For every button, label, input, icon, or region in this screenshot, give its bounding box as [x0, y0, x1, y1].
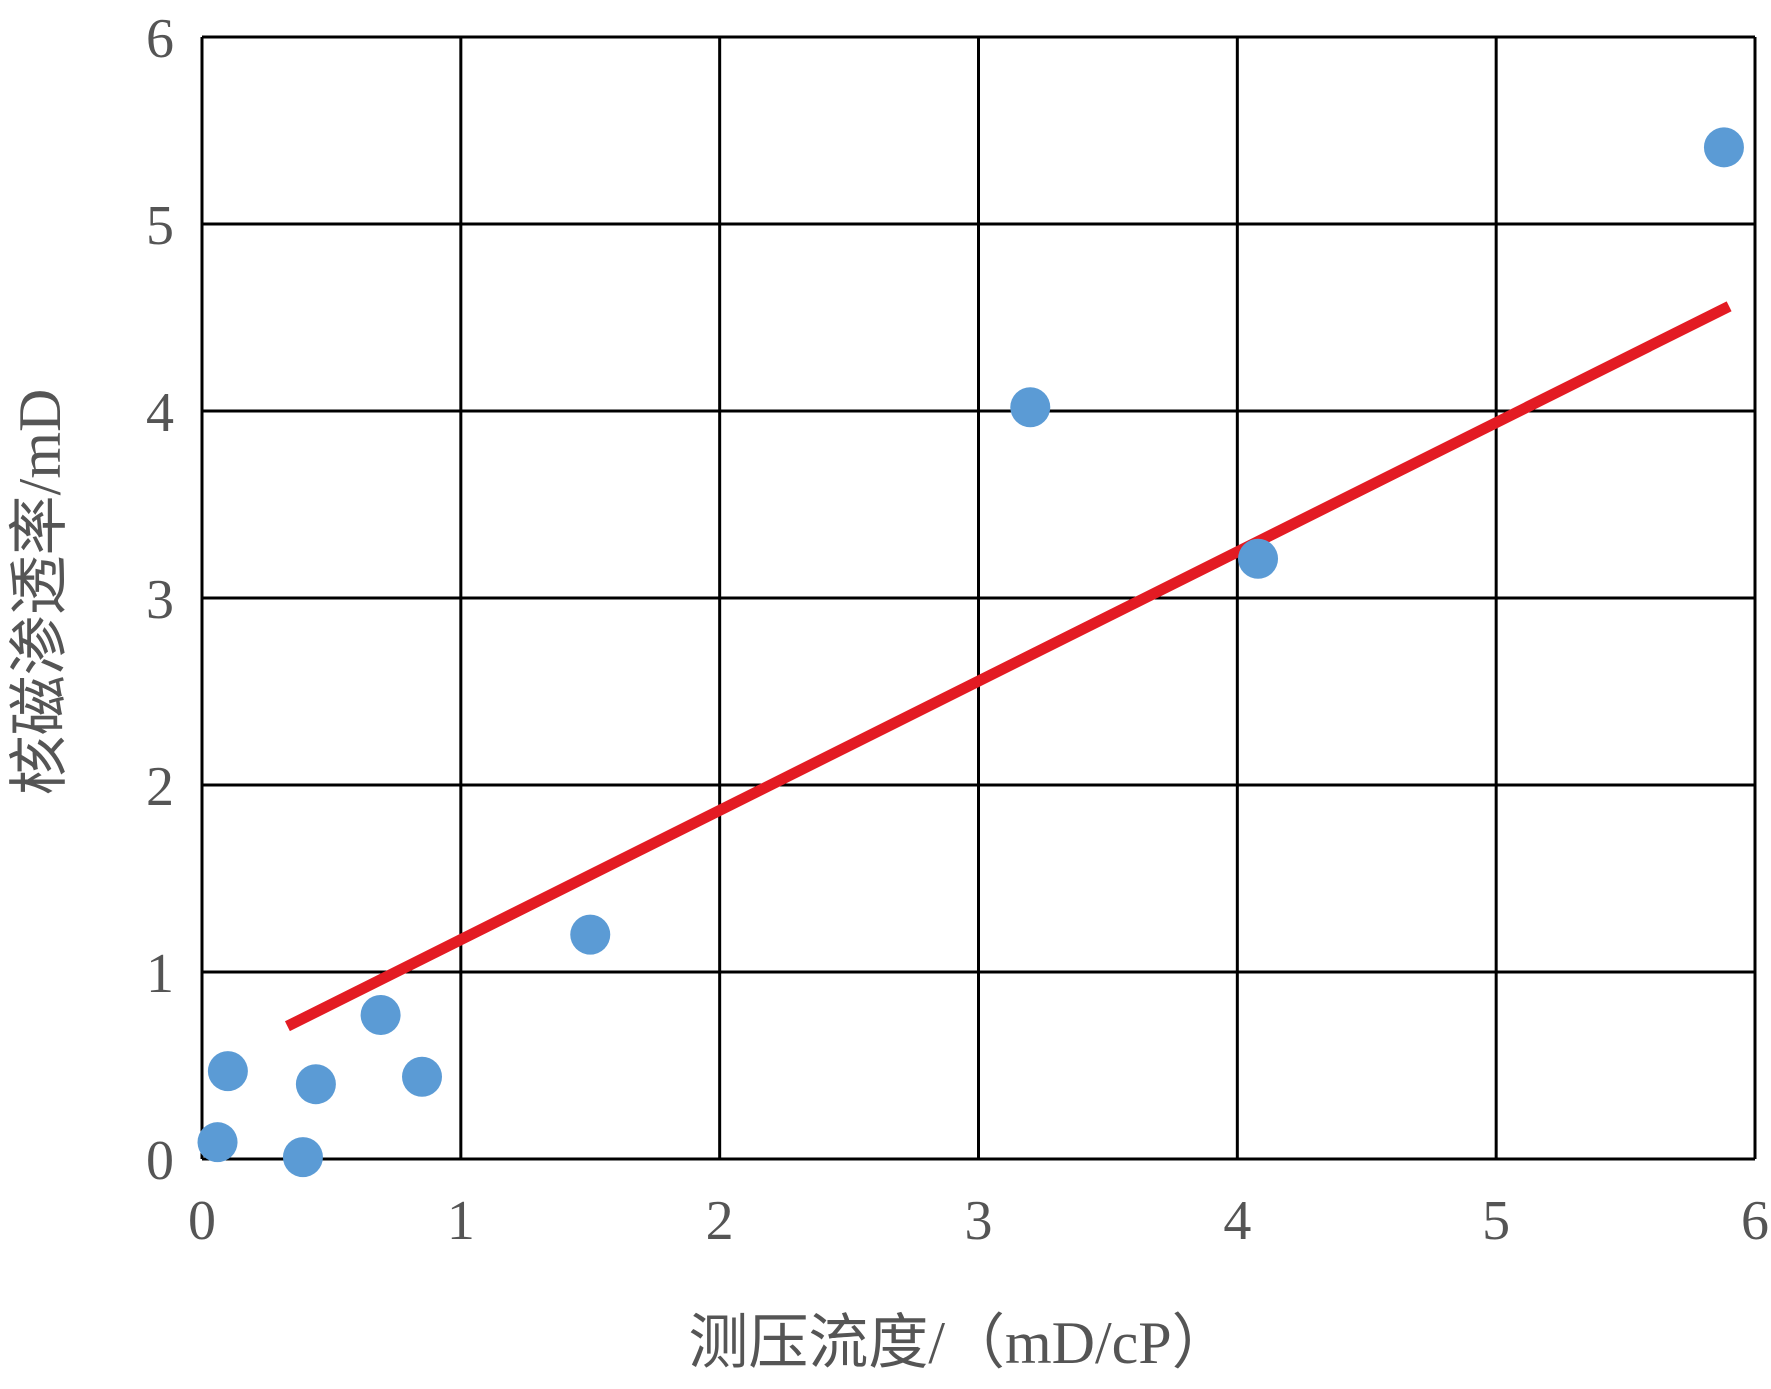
data-point	[360, 995, 401, 1036]
data-point	[1703, 127, 1744, 168]
y-tick-label: 1	[146, 943, 174, 1005]
data-point	[1010, 387, 1051, 428]
x-tick-label: 2	[706, 1190, 734, 1252]
y-tick-label: 0	[146, 1130, 174, 1192]
trendline-layer	[284, 301, 1732, 1032]
trendline	[284, 301, 1732, 1032]
x-tick-label: 4	[1223, 1190, 1251, 1252]
y-tick-label: 3	[146, 569, 174, 631]
x-tick-label: 3	[965, 1190, 993, 1252]
data-point	[402, 1056, 443, 1097]
data-point	[282, 1137, 323, 1178]
grid	[200, 35, 1757, 1161]
x-tick-label: 0	[188, 1190, 216, 1252]
y-tick-label: 2	[146, 756, 174, 818]
x-axis-title: 测压流度/（mD/cP）	[688, 1310, 1231, 1376]
data-point	[295, 1064, 336, 1105]
y-axis-title: 核磁渗透率/mD	[7, 389, 73, 796]
data-points	[197, 127, 1744, 1178]
x-axis-ticks: 0 1 2 3 4 5 6	[188, 1190, 1769, 1252]
y-tick-label: 6	[146, 8, 174, 70]
x-tick-label: 1	[447, 1190, 475, 1252]
y-tick-label: 5	[146, 195, 174, 257]
x-tick-label: 6	[1741, 1190, 1769, 1252]
data-point	[570, 914, 611, 955]
data-point	[197, 1122, 238, 1163]
y-axis-ticks: 0 1 2 3 4 5 6	[146, 8, 174, 1192]
data-point	[207, 1051, 248, 1092]
x-tick-label: 5	[1482, 1190, 1510, 1252]
y-tick-label: 4	[146, 382, 174, 444]
data-point	[1238, 538, 1279, 579]
